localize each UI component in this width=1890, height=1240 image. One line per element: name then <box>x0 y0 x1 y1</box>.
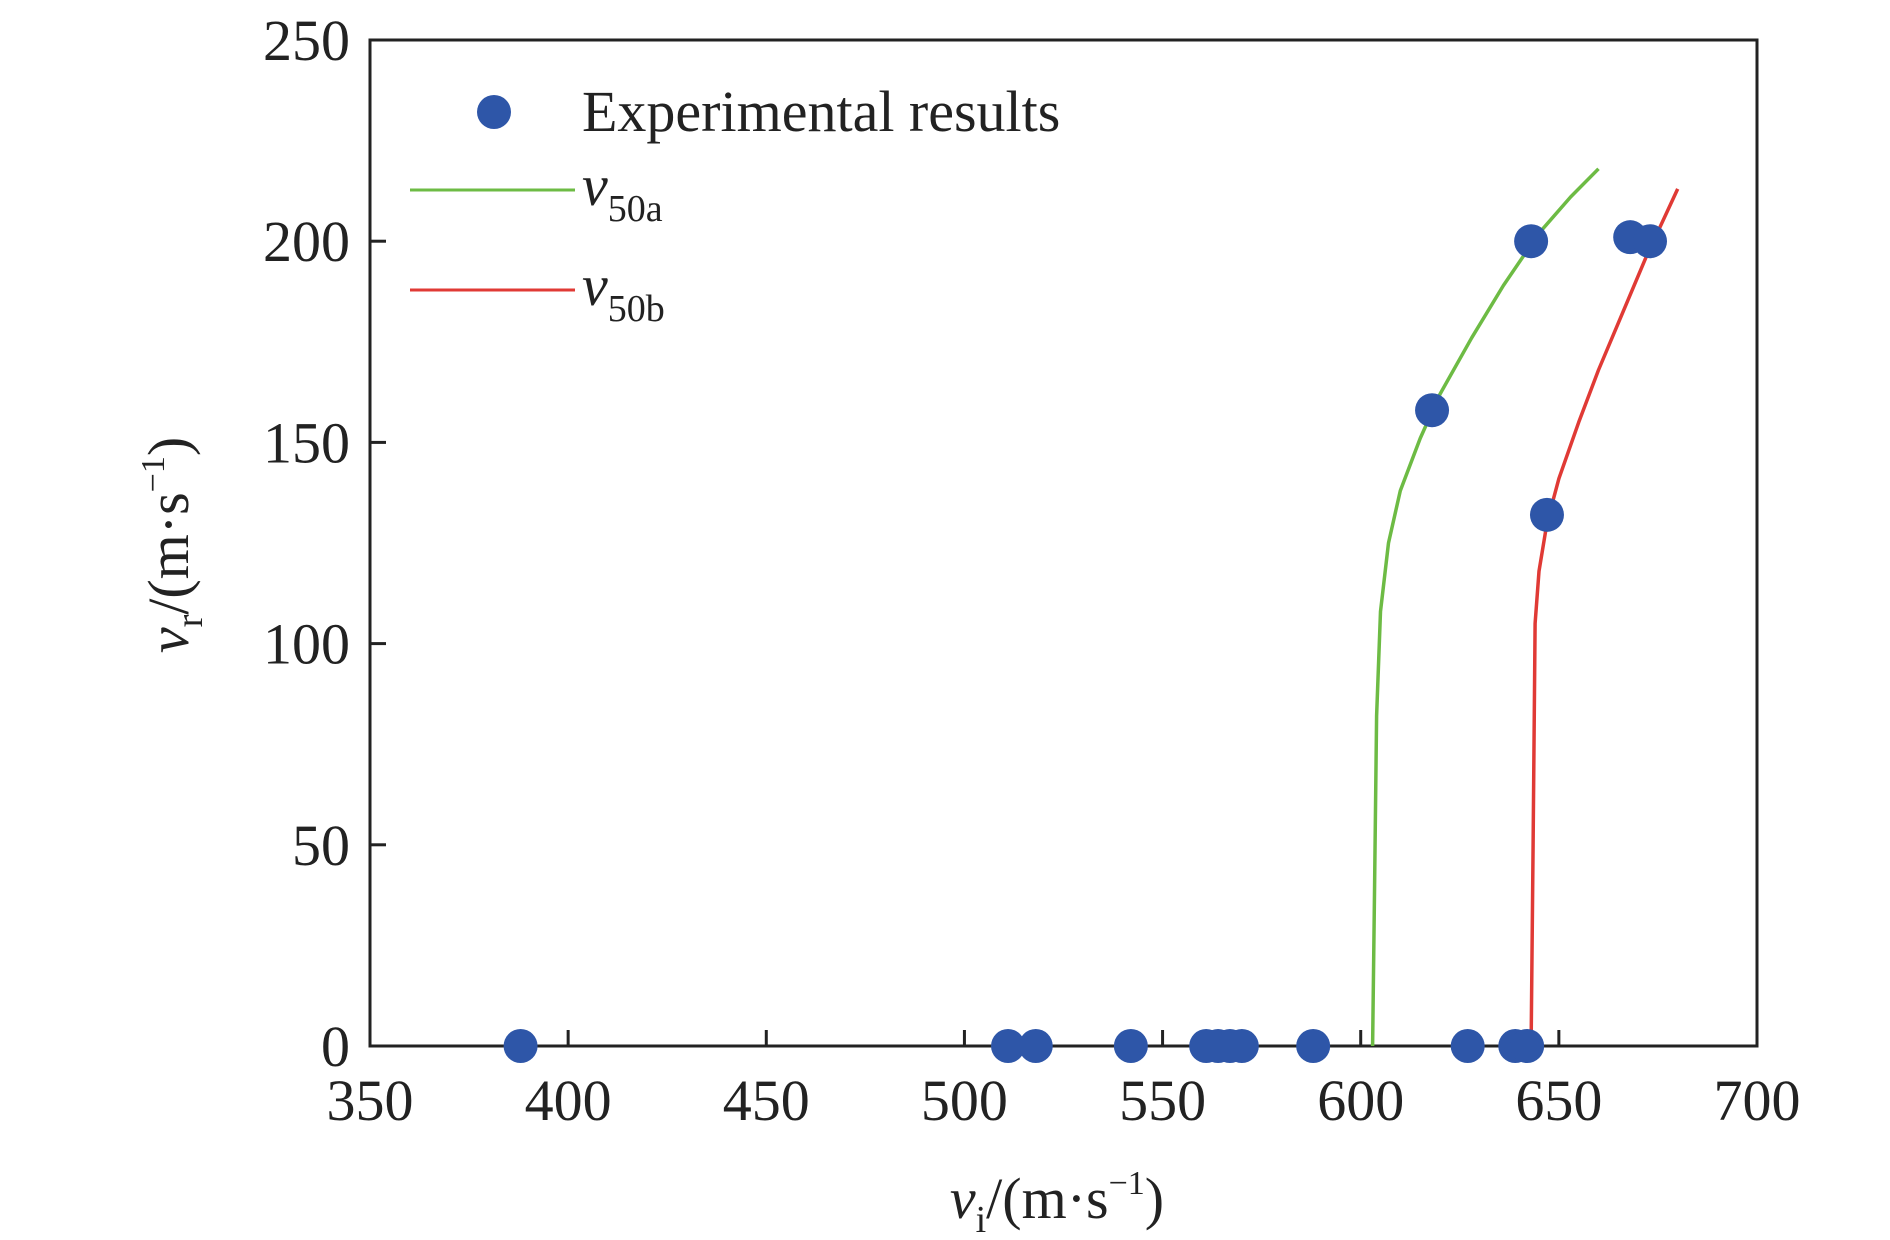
legend: Experimental results v50a v50b <box>410 79 1060 330</box>
series-layer <box>1370 167 1680 1047</box>
data-point <box>1529 497 1564 532</box>
y-tick-label: 50 <box>292 813 350 878</box>
plot-frame <box>368 38 1759 1048</box>
y-tick-label: 150 <box>263 410 350 475</box>
data-point <box>1514 224 1549 259</box>
data-point <box>1224 1029 1259 1063</box>
data-point <box>1450 1029 1485 1063</box>
x-tick-label: 550 <box>1119 1068 1206 1133</box>
data-point <box>1633 224 1668 259</box>
x-tick-label: 450 <box>723 1068 810 1133</box>
y-tick-label: 200 <box>263 209 350 274</box>
y-axis-title: vr/(m·s−1) <box>135 437 211 653</box>
data-point <box>1510 1029 1545 1063</box>
data-point <box>1113 1029 1148 1063</box>
y-axis-ticks: 0 50 100 150 200 250 <box>263 8 386 1079</box>
x-tick-label: 400 <box>525 1068 612 1133</box>
points-layer <box>503 220 1668 1063</box>
series-line-v50a <box>1370 167 1600 1047</box>
data-point <box>1415 393 1450 428</box>
y-tick-label: 250 <box>263 8 350 73</box>
x-tick-label: 700 <box>1714 1068 1801 1133</box>
x-tick-label: 650 <box>1515 1068 1602 1133</box>
x-tick-label: 350 <box>327 1068 414 1133</box>
data-point <box>1018 1029 1053 1063</box>
series-line-v50b <box>1529 188 1680 1047</box>
legend-label-v50b: v50b <box>582 253 665 330</box>
x-tick-label: 500 <box>921 1068 1008 1133</box>
data-point <box>503 1029 538 1063</box>
legend-label-experimental: Experimental results <box>582 79 1060 144</box>
data-point <box>1296 1029 1331 1063</box>
data-point <box>991 1029 1026 1063</box>
x-axis-ticks: 350 400 450 500 550 600 650 700 <box>327 1030 1801 1133</box>
x-axis-title: vi/(m·s−1) <box>950 1165 1164 1240</box>
legend-marker-experimental <box>477 95 511 129</box>
x-tick-label: 600 <box>1317 1068 1404 1133</box>
legend-label-v50a: v50a <box>582 153 663 230</box>
y-tick-label: 100 <box>263 612 350 677</box>
y-tick-label: 0 <box>321 1014 350 1079</box>
